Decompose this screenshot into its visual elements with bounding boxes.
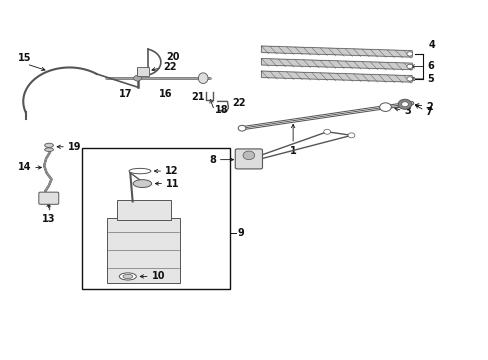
- FancyBboxPatch shape: [137, 67, 149, 76]
- Circle shape: [133, 75, 141, 81]
- Circle shape: [243, 151, 254, 159]
- FancyBboxPatch shape: [107, 218, 180, 283]
- Text: 22: 22: [163, 62, 177, 72]
- Ellipse shape: [198, 73, 207, 84]
- Circle shape: [238, 125, 245, 131]
- Circle shape: [406, 77, 412, 81]
- Text: 15: 15: [19, 53, 32, 63]
- Text: 21: 21: [191, 92, 204, 102]
- Ellipse shape: [122, 274, 132, 279]
- Text: 9: 9: [237, 228, 244, 238]
- Text: 17: 17: [119, 89, 132, 99]
- Ellipse shape: [133, 180, 151, 188]
- Ellipse shape: [44, 148, 53, 152]
- Text: 20: 20: [166, 52, 180, 62]
- Text: 22: 22: [232, 98, 245, 108]
- Polygon shape: [261, 59, 411, 69]
- Text: 6: 6: [427, 62, 433, 71]
- Text: 4: 4: [427, 40, 434, 50]
- Circle shape: [397, 99, 411, 109]
- Text: 11: 11: [165, 179, 179, 189]
- Bar: [81, 148, 229, 289]
- Circle shape: [406, 52, 412, 56]
- Ellipse shape: [119, 273, 136, 280]
- Circle shape: [401, 102, 407, 107]
- Text: 10: 10: [152, 271, 165, 282]
- Text: 14: 14: [18, 162, 31, 172]
- Polygon shape: [261, 71, 411, 82]
- Text: 3: 3: [403, 107, 410, 116]
- Circle shape: [406, 64, 412, 68]
- Polygon shape: [261, 46, 411, 57]
- Text: 18: 18: [215, 105, 228, 115]
- FancyBboxPatch shape: [235, 149, 262, 169]
- Ellipse shape: [44, 143, 53, 148]
- Text: 5: 5: [427, 74, 433, 84]
- Text: 16: 16: [159, 89, 173, 99]
- FancyBboxPatch shape: [39, 192, 59, 204]
- Text: 13: 13: [41, 214, 55, 224]
- Text: 1: 1: [289, 146, 296, 156]
- Circle shape: [323, 129, 330, 134]
- Circle shape: [379, 103, 390, 111]
- Text: 2: 2: [425, 102, 432, 112]
- Text: 19: 19: [67, 142, 81, 152]
- FancyBboxPatch shape: [116, 201, 170, 220]
- Text: 12: 12: [164, 166, 178, 176]
- Text: 7: 7: [425, 107, 432, 117]
- Text: 8: 8: [209, 155, 216, 165]
- Ellipse shape: [129, 168, 151, 174]
- Circle shape: [347, 133, 354, 138]
